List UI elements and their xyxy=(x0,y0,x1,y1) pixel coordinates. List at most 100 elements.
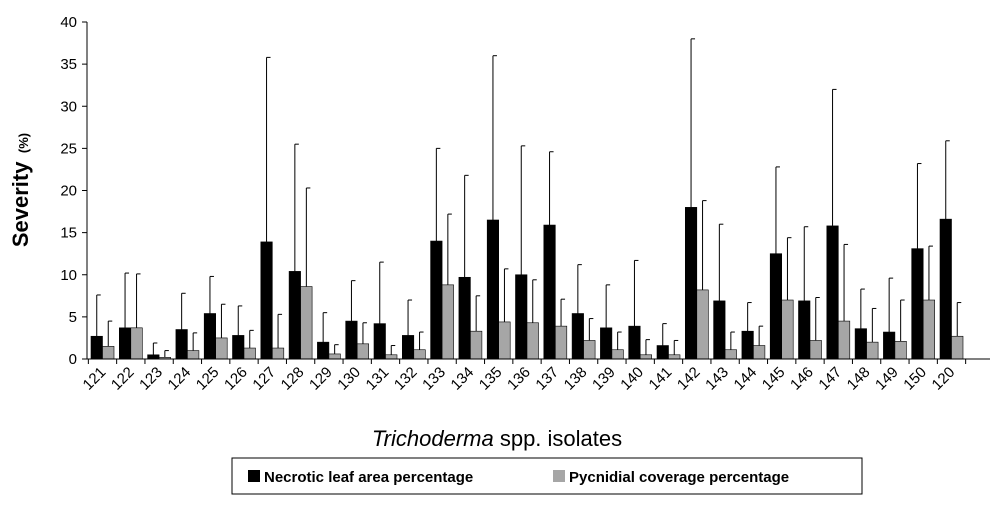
x-tick-label: 125 xyxy=(193,364,223,394)
x-axis-title: Trichoderma spp. isolates xyxy=(372,426,622,451)
x-tick-label: 137 xyxy=(532,364,562,394)
x-axis-title-rest: spp. isolates xyxy=(494,426,622,451)
y-tick-label: 15 xyxy=(60,225,77,242)
x-tick-label: 144 xyxy=(731,364,761,394)
bar-necrotic xyxy=(600,327,613,360)
bar-pycnidial xyxy=(894,341,907,360)
bar-necrotic xyxy=(571,313,584,360)
x-tick-label: 141 xyxy=(646,364,676,394)
x-tick-label: 124 xyxy=(165,364,195,394)
bar-necrotic xyxy=(911,248,924,360)
x-tick-label: 135 xyxy=(476,364,506,394)
legend-label-necrotic: Necrotic leaf area percentage xyxy=(264,469,473,486)
x-tick-label: 145 xyxy=(759,364,789,394)
bar-pycnidial xyxy=(243,347,256,360)
x-tick-label: 140 xyxy=(617,364,647,394)
bar-pycnidial xyxy=(498,321,511,360)
bar-pycnidial xyxy=(328,353,341,360)
bar-pycnidial xyxy=(526,322,539,360)
bar-pycnidial xyxy=(724,349,737,360)
bar-necrotic xyxy=(769,253,783,360)
bar-necrotic xyxy=(684,207,698,360)
x-tick-label: 148 xyxy=(844,364,874,394)
bar-pycnidial xyxy=(611,349,624,360)
bar-pycnidial xyxy=(441,284,454,360)
x-tick-label: 134 xyxy=(448,364,478,394)
bars xyxy=(90,207,964,360)
x-tick-label: 127 xyxy=(249,364,279,394)
x-axis-title-italic: Trichoderma xyxy=(372,426,494,451)
bar-necrotic xyxy=(119,327,132,360)
x-tick-label: 121 xyxy=(80,364,110,394)
y-axis-title: Severity xyxy=(8,161,33,247)
legend-label-pycnidial: Pycnidial coverage percentage xyxy=(569,469,789,486)
bar-pycnidial xyxy=(356,343,370,360)
bar-pycnidial xyxy=(922,299,936,360)
x-tick-label: 143 xyxy=(702,364,732,394)
x-tick-label: 147 xyxy=(815,364,845,394)
bar-pycnidial xyxy=(837,320,851,360)
x-tick-label: 133 xyxy=(419,364,449,394)
x-tick-label: 146 xyxy=(787,364,817,394)
x-tick-label: 123 xyxy=(136,364,166,394)
bar-necrotic xyxy=(656,345,669,360)
bar-necrotic xyxy=(430,240,443,360)
bar-necrotic xyxy=(826,225,839,360)
bar-necrotic xyxy=(741,330,754,360)
bar-pycnidial xyxy=(583,340,596,360)
x-tick-labels: 1211221231241251261271281291301311321331… xyxy=(80,364,959,394)
x-tick-label: 129 xyxy=(306,364,336,394)
legend: Necrotic leaf area percentage Pycnidial … xyxy=(231,457,863,495)
y-tick-label: 0 xyxy=(69,351,77,368)
bar-pycnidial xyxy=(639,354,653,360)
bar-necrotic xyxy=(373,323,386,360)
y-axis-label: Severity (%) xyxy=(8,133,33,247)
bar-necrotic xyxy=(543,224,556,360)
bar-necrotic xyxy=(203,313,216,360)
bar-pycnidial xyxy=(809,340,822,360)
bar-pycnidial xyxy=(300,286,313,360)
y-tick-label: 5 xyxy=(69,309,77,326)
x-tick-label: 132 xyxy=(391,364,421,394)
bar-pycnidial xyxy=(130,327,143,360)
error-bars xyxy=(96,38,962,358)
x-tick-label: 150 xyxy=(900,364,930,394)
x-tick-label: 131 xyxy=(363,364,393,394)
bar-pycnidial xyxy=(753,345,766,360)
bar-necrotic xyxy=(401,335,415,360)
x-tick-label: 122 xyxy=(108,364,138,394)
bar-necrotic xyxy=(288,271,301,360)
bar-necrotic xyxy=(515,274,528,360)
y-tick-label: 30 xyxy=(60,98,77,115)
bar-necrotic xyxy=(854,328,867,360)
x-tick-label: 142 xyxy=(674,364,704,394)
legend-swatch-pycnidial xyxy=(553,470,565,482)
svg-text:Severity (%): Severity (%) xyxy=(8,133,33,247)
y-tick-label: 10 xyxy=(60,267,77,284)
y-tick-label: 25 xyxy=(60,140,77,157)
bar-pycnidial xyxy=(413,349,426,360)
bar-pycnidial xyxy=(385,354,398,360)
bar-necrotic xyxy=(147,354,160,360)
x-tick-label: 130 xyxy=(334,364,364,394)
bar-necrotic xyxy=(458,276,471,360)
legend-box xyxy=(231,457,863,495)
axes xyxy=(82,21,990,364)
x-tick-label: 138 xyxy=(561,364,591,394)
bar-pycnidial xyxy=(668,354,681,360)
bar-pycnidial xyxy=(102,346,115,360)
x-tick-label: 126 xyxy=(221,364,251,394)
y-axis-unit: (%) xyxy=(16,133,31,153)
bar-pycnidial xyxy=(271,347,285,360)
bar-pycnidial xyxy=(187,350,200,360)
bar-pycnidial xyxy=(866,341,879,360)
bar-necrotic xyxy=(232,335,245,360)
bar-necrotic xyxy=(486,219,500,360)
bar-necrotic xyxy=(175,329,188,360)
bar-pycnidial xyxy=(951,335,964,360)
bar-pycnidial xyxy=(696,289,709,360)
bar-necrotic xyxy=(798,300,811,360)
bar-pycnidial xyxy=(554,325,568,360)
bar-necrotic xyxy=(260,241,273,360)
